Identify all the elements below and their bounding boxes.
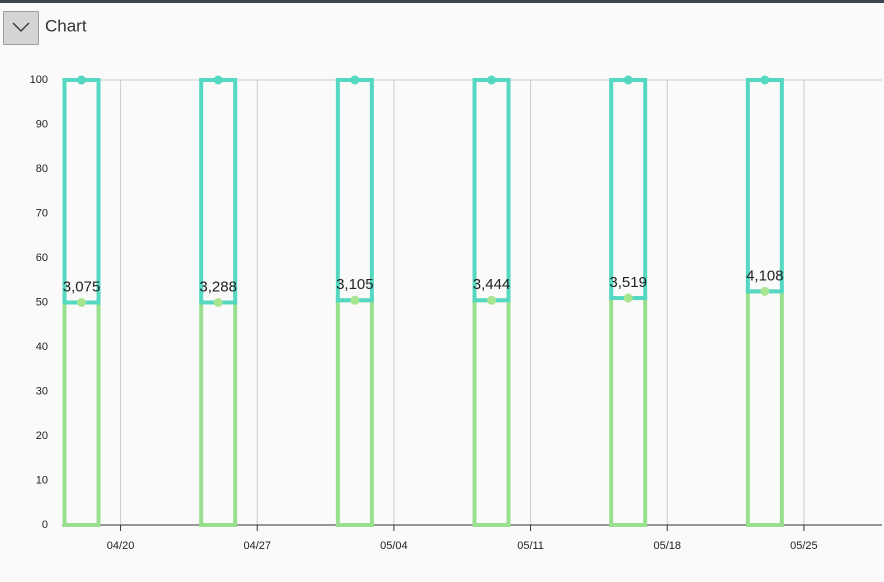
data-label: 3,105 — [336, 276, 374, 293]
bar-segment — [62, 78, 101, 305]
y-tick-label: 30 — [36, 385, 48, 397]
button-box[interactable] — [3, 11, 39, 45]
y-tick-label: 70 — [36, 207, 48, 219]
y-tick-label: 90 — [36, 118, 48, 130]
x-tick-label: 05/04 — [380, 540, 408, 552]
bar-segment — [335, 78, 374, 303]
x-tick-label: 05/25 — [790, 540, 818, 552]
x-tick-label: 04/27 — [243, 540, 271, 552]
chevron-icon — [12, 22, 30, 32]
y-tick-label: 100 — [30, 74, 48, 86]
bar-segment — [745, 78, 784, 294]
segment-dot — [487, 75, 497, 85]
segment-dot — [77, 75, 87, 85]
bar-segment — [472, 298, 511, 527]
x-tick-label: 05/11 — [517, 540, 544, 552]
bar-segment — [609, 78, 648, 301]
segment-dot — [487, 295, 497, 305]
bar-segment — [199, 78, 238, 305]
segment-dot — [623, 75, 633, 85]
y-tick-label: 50 — [36, 296, 48, 308]
segment-dot — [77, 298, 87, 307]
bar-segment — [745, 289, 784, 527]
data-label: 3,444 — [473, 276, 511, 293]
section-title: Chart — [45, 16, 87, 35]
x-tick-label: 05/18 — [653, 540, 681, 552]
y-tick-label: 10 — [36, 474, 48, 486]
segment-dot — [213, 75, 223, 85]
segment-dot — [760, 286, 770, 296]
data-label: 3,075 — [63, 278, 101, 295]
y-tick-label: 20 — [36, 430, 48, 442]
bar-segment — [335, 298, 374, 527]
bar-segment — [609, 296, 648, 527]
y-tick-label: 0 — [42, 519, 48, 531]
segment-dot — [760, 75, 770, 85]
data-label: 4,108 — [746, 267, 784, 284]
y-tick-label: 80 — [36, 163, 48, 175]
segment-dot — [350, 295, 360, 305]
toggle-button[interactable] — [3, 11, 39, 45]
segment-dot — [213, 298, 223, 307]
segment-dot — [623, 293, 633, 303]
data-label: 3,288 — [199, 278, 237, 295]
x-tick-label: 04/20 — [107, 540, 135, 552]
top-bar — [0, 0, 884, 3]
bar-segment — [472, 78, 511, 303]
chart: 0 10 20 30 40 50 60 70 80 90 100 04/20 04/27 05/04 05/… — [30, 74, 882, 552]
y-tick-label: 40 — [36, 341, 48, 353]
bar-segment — [62, 300, 101, 527]
bar-segment — [199, 300, 238, 527]
data-label: 3,519 — [609, 274, 647, 291]
y-tick-label: 60 — [36, 252, 48, 264]
segment-dot — [350, 75, 360, 85]
